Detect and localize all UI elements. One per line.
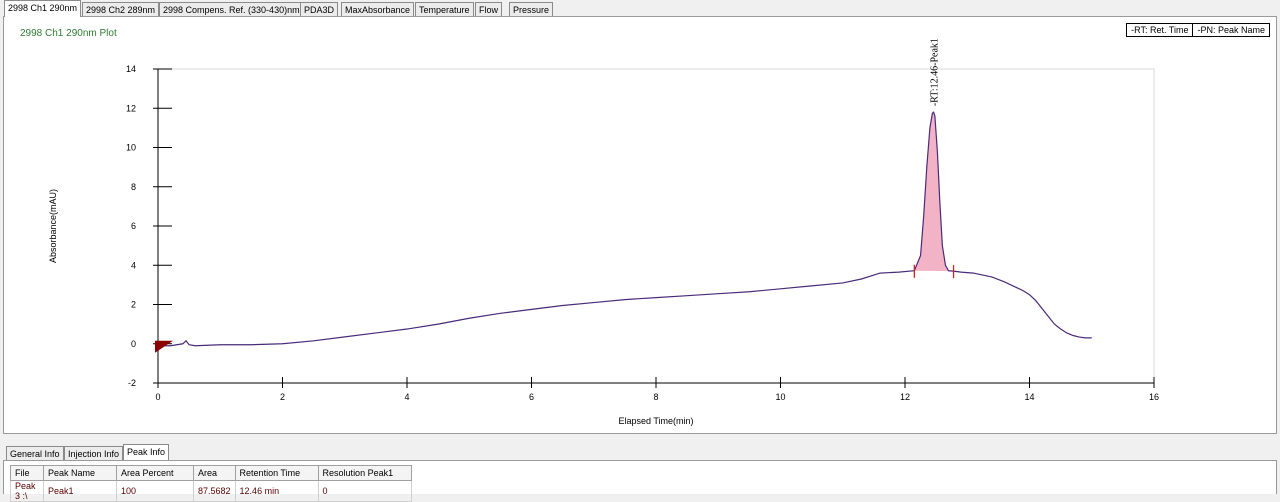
x-axis-title: Elapsed Time(min) [618,416,693,426]
col-area[interactable]: Area [193,465,236,481]
peak-label: -RT:12.46-Peak1 [930,38,941,106]
top-tab-bar: 2998 Ch1 290nm 2998 Ch2 289nm 2998 Compe… [0,0,1280,17]
x-tick-label: 14 [1024,392,1034,402]
plot-title: 2998 Ch1 290nm Plot [20,28,117,39]
cell-file: Peak 3 :\ [10,480,44,502]
table-row[interactable]: Peak 3 :\ Peak1 100 87.5682 12.46 min 0 [10,480,412,502]
col-resolution[interactable]: Resolution Peak1 [317,465,412,481]
legend: -RT: Ret. Time -PN: Peak Name [1126,23,1270,37]
x-tick-label: 10 [775,392,785,402]
x-tick-label: 2 [280,392,285,402]
y-tick-label: 4 [131,260,136,270]
col-file[interactable]: File [10,465,44,481]
col-area-percent[interactable]: Area Percent [116,465,194,481]
tab-ch2-289nm[interactable]: 2998 Ch2 289nm [82,2,160,16]
x-tick-label: 4 [404,392,409,402]
cell-area-percent: 100 [116,480,194,502]
chromatogram-trace[interactable] [158,111,1092,347]
tab-flow[interactable]: Flow [475,2,503,16]
y-tick-label: -2 [128,378,136,388]
y-axis-title: Absorbance(mAU) [48,189,58,263]
legend-pn: -PN: Peak Name [1192,24,1269,36]
cell-resolution: 0 [317,480,412,502]
peak-area-fill [914,112,954,272]
y-tick-label: 10 [126,143,136,153]
x-tick-label: 0 [155,392,160,402]
x-tick-label: 6 [529,392,534,402]
tab-temperature[interactable]: Temperature [415,2,474,16]
tab-pressure[interactable]: Pressure [509,2,554,16]
cell-peak-name: Peak1 [43,480,117,502]
tab-injection-info[interactable]: Injection Info [64,446,124,461]
x-tick-label: 12 [900,392,910,402]
tab-peak-info[interactable]: Peak Info [123,444,170,461]
y-tick-label: 2 [131,300,136,310]
tab-compens-ref[interactable]: 2998 Compens. Ref. (330-430)nm [159,2,304,16]
tab-general-info[interactable]: General Info [6,446,64,461]
plot-area [157,68,1155,384]
legend-rt: -RT: Ret. Time [1131,25,1189,35]
col-peak-name[interactable]: Peak Name [43,465,117,481]
y-tick-label: 8 [131,182,136,192]
tab-pda3d[interactable]: PDA3D [300,2,339,16]
bottom-tab-bar: General Info Injection Info Peak Info [0,444,1280,461]
cell-area: 87.5682 [193,480,236,502]
tab-maxabsorbance[interactable]: MaxAbsorbance [341,2,415,16]
x-tick-label: 16 [1149,392,1159,402]
plot-panel: 2998 Ch1 290nm Plot -RT: Ret. Time -PN: … [3,16,1277,434]
x-tick-label: 8 [653,392,658,402]
chromatogram-chart[interactable]: -2 0 2 4 6 8 10 12 14 0 2 4 6 8 10 12 14 16 Elapsed Time(m… [4,17,1276,433]
y-tick-label: 14 [126,64,136,74]
injection-start-marker [155,340,173,353]
col-retention-time[interactable]: Retention Time [234,465,319,481]
y-tick-label: 12 [126,103,136,113]
cell-retention-time: 12.46 min [234,480,319,502]
peak-table-header: File Peak Name Area Percent Area Retenti… [10,465,412,481]
y-tick-label: 0 [131,339,136,349]
peak-table: File Peak Name Area Percent Area Retenti… [10,465,412,502]
y-tick-label: 6 [131,221,136,231]
tab-ch1-290nm[interactable]: 2998 Ch1 290nm [4,0,82,17]
peak-info-panel: File Peak Name Area Percent Area Retenti… [3,460,1277,502]
